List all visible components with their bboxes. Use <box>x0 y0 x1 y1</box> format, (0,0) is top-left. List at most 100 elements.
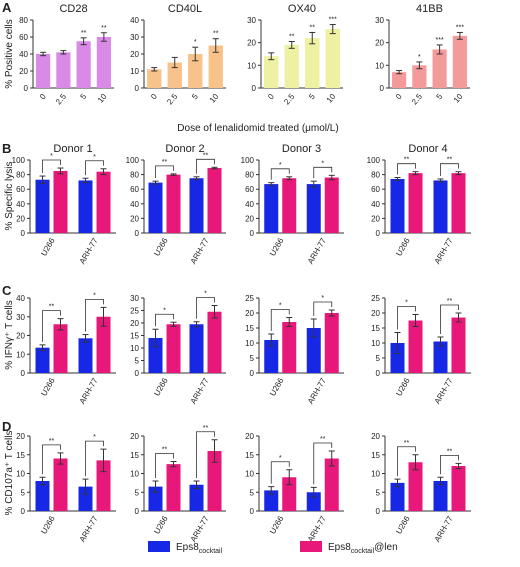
significance-label: * <box>163 307 166 314</box>
significance-label: *** <box>436 37 444 44</box>
legend-label: Eps8cocktail@len <box>328 542 398 555</box>
y-tick-label: 10 <box>371 339 380 348</box>
bar-eps8-cocktail-len <box>408 462 423 511</box>
bar-eps8-cocktail-len <box>282 322 297 373</box>
significance-label: ** <box>310 24 316 31</box>
y-tick-label: 10 <box>16 470 25 479</box>
y-tick-label: 40 <box>130 16 139 25</box>
y-tick-label: 30 <box>130 33 139 42</box>
chart-title: Donor 2 <box>165 143 204 155</box>
bar-eps8-cocktail <box>189 178 204 233</box>
significance-label: ** <box>289 34 295 41</box>
x-tick-label: 2.5 <box>54 92 68 107</box>
bar-eps8-cocktail-len <box>282 178 297 233</box>
y-tick-label: 10 <box>130 470 139 479</box>
chart-A-1: 0 10 20 30 40 CD40L 0 2.5 * 5 ** 10 <box>130 3 226 106</box>
x-tick-label: U266 <box>268 236 286 258</box>
y-tick-label: 15 <box>245 324 254 333</box>
significance-label: ** <box>49 304 55 311</box>
bar-eps8-cocktail-len <box>96 460 111 511</box>
significance-label: * <box>279 455 282 462</box>
y-tick-label: 0 <box>21 507 26 516</box>
y-tick-label: 20 <box>130 319 139 328</box>
bar-eps8-cocktail <box>390 343 405 373</box>
x-tick-label: 2.5 <box>410 92 424 107</box>
chart-title: CD28 <box>59 3 87 15</box>
bar-eps8-cocktail-len <box>451 466 466 511</box>
bar-eps8-cocktail <box>78 486 93 511</box>
bar <box>284 44 299 88</box>
bar-eps8-cocktail-len <box>96 171 111 233</box>
chart-A-3: 0 10 20 30 41BB 0 * 2.5 *** 5 *** 10 <box>375 3 470 106</box>
chart-C-9: 0 5 10 15 20 25 30 * U266 * ARH-77 <box>130 291 226 406</box>
significance-bracket <box>270 168 290 180</box>
bar-eps8-cocktail-len <box>324 313 339 373</box>
x-tick-label: 10 <box>208 92 221 105</box>
x-tick-label: U266 <box>39 236 57 258</box>
x-tick-label: ARH-77 <box>433 236 455 266</box>
y-tick-label: 20 <box>375 39 384 48</box>
y-tick-label: 30 <box>16 313 25 322</box>
y-tick-label: 20 <box>245 214 254 223</box>
x-tick-label: 2.5 <box>282 92 296 107</box>
significance-label: * <box>321 160 324 167</box>
significance-label: * <box>405 300 408 307</box>
panel-label-A: A <box>2 0 12 15</box>
bar-eps8-cocktail <box>35 179 50 233</box>
y-tick-label: 15 <box>130 332 139 341</box>
x-tick-label: U266 <box>268 514 286 536</box>
significance-label: ** <box>162 159 168 166</box>
x-tick-label: 0 <box>394 92 404 102</box>
significance-label: * <box>194 39 197 46</box>
y-tick-label: 30 <box>130 294 139 303</box>
y-tick-label: 100 <box>126 156 140 165</box>
y-tick-label: 10 <box>247 61 256 70</box>
chart-B-4: 0 20 40 60 80 100 Donor 1* U266 * ARH-77 <box>12 143 116 266</box>
significance-bracket <box>85 160 104 176</box>
significance-label: ** <box>203 152 209 159</box>
legend-label: Eps8cocktail <box>176 542 223 555</box>
x-tick-label: 10 <box>325 92 338 105</box>
significance-label: ** <box>162 447 168 454</box>
y-tick-label: 40 <box>16 200 25 209</box>
bar-eps8-cocktail <box>189 484 204 511</box>
y-tick-label: 10 <box>130 344 139 353</box>
y-tick-label: 0 <box>380 84 385 93</box>
bar-eps8-cocktail <box>78 180 93 233</box>
significance-bracket <box>85 440 104 477</box>
y-tick-label: 10 <box>245 339 254 348</box>
y-tick-label: 100 <box>12 156 26 165</box>
y-tick-label: 15 <box>16 451 25 460</box>
y-tick-label: 30 <box>375 16 384 25</box>
bar-eps8-cocktail-len <box>451 173 466 233</box>
chart-A-0: 0 20 40 60 80 CD28 0 2.5 ** 5 ** 10 <box>19 3 114 106</box>
y-tick-label: 80 <box>245 171 254 180</box>
y-tick-label: 5 <box>135 357 140 366</box>
y-tick-label: 20 <box>19 67 28 76</box>
y-tick-label: 20 <box>371 309 380 318</box>
y-tick-label: 20 <box>247 39 256 48</box>
chart-title: Donor 1 <box>53 143 92 155</box>
significance-label: * <box>279 162 282 169</box>
y-tick-label: 20 <box>130 50 139 59</box>
bar-eps8-cocktail <box>35 481 50 511</box>
y-tick-label: 20 <box>130 214 139 223</box>
significance-bracket <box>440 454 459 475</box>
bar-eps8-cocktail <box>148 486 163 511</box>
bar <box>264 56 279 88</box>
significance-bracket <box>313 166 333 179</box>
y-tick-label: 10 <box>16 350 25 359</box>
panel-d-ylabel: % CD107a⁺ T cells <box>4 431 15 516</box>
significance-bracket <box>397 306 416 330</box>
bar-eps8-cocktail-len <box>166 464 181 511</box>
panel-label-B: B <box>2 141 11 156</box>
y-tick-label: 10 <box>371 470 380 479</box>
chart-C-11: 0 5 10 15 20 25 * U266 ** ARH-77 <box>371 294 471 406</box>
x-tick-label: 10 <box>96 92 109 105</box>
panel-c-ylabel: % IFNγ⁺ T cells <box>4 300 15 370</box>
y-tick-label: 0 <box>21 369 26 378</box>
chart-C-8: 0 10 20 30 40 ** U266 * ARH-77 <box>16 292 116 406</box>
significance-bracket <box>155 453 174 478</box>
x-tick-label: ARH-77 <box>306 376 328 406</box>
